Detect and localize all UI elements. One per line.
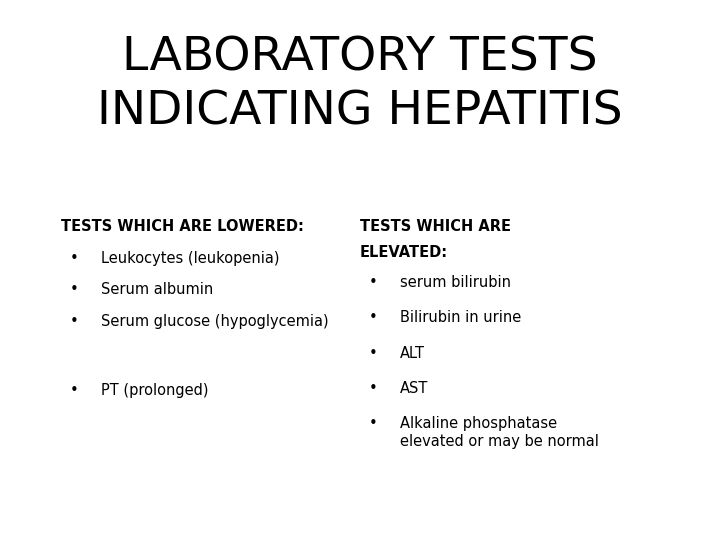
- Text: Serum glucose (hypoglycemia): Serum glucose (hypoglycemia): [101, 314, 328, 329]
- Text: ALT: ALT: [400, 346, 425, 361]
- Text: Bilirubin in urine: Bilirubin in urine: [400, 310, 521, 326]
- Text: •: •: [369, 275, 377, 291]
- Text: •: •: [70, 251, 78, 266]
- Text: Leukocytes (leukopenia): Leukocytes (leukopenia): [101, 251, 279, 266]
- Text: INDICATING HEPATITIS: INDICATING HEPATITIS: [97, 89, 623, 134]
- Text: •: •: [369, 381, 377, 396]
- Text: •: •: [369, 416, 377, 431]
- Text: ELEVATED:: ELEVATED:: [360, 245, 448, 260]
- Text: TESTS WHICH ARE LOWERED:: TESTS WHICH ARE LOWERED:: [61, 219, 304, 234]
- Text: AST: AST: [400, 381, 428, 396]
- Text: •: •: [369, 346, 377, 361]
- Text: Serum albumin: Serum albumin: [101, 282, 213, 298]
- Text: serum bilirubin: serum bilirubin: [400, 275, 510, 291]
- Text: LABORATORY TESTS: LABORATORY TESTS: [122, 35, 598, 80]
- Text: •: •: [369, 310, 377, 326]
- Text: Alkaline phosphatase
elevated or may be normal: Alkaline phosphatase elevated or may be …: [400, 416, 598, 449]
- Text: PT (prolonged): PT (prolonged): [101, 383, 208, 398]
- Text: TESTS WHICH ARE: TESTS WHICH ARE: [360, 219, 511, 234]
- Text: •: •: [70, 383, 78, 398]
- Text: •: •: [70, 314, 78, 329]
- Text: •: •: [70, 282, 78, 298]
